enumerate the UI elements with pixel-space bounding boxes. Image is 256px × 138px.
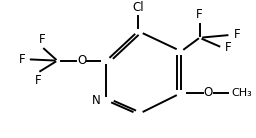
- Text: Cl: Cl: [132, 2, 144, 14]
- Text: F: F: [39, 33, 46, 46]
- Text: F: F: [196, 8, 203, 21]
- Text: O: O: [77, 54, 87, 67]
- Text: CH₃: CH₃: [232, 88, 252, 98]
- Text: F: F: [233, 28, 240, 41]
- Text: F: F: [19, 53, 25, 66]
- Text: F: F: [35, 74, 42, 87]
- Text: N: N: [92, 94, 100, 107]
- Text: O: O: [204, 86, 213, 99]
- Text: F: F: [225, 41, 231, 54]
